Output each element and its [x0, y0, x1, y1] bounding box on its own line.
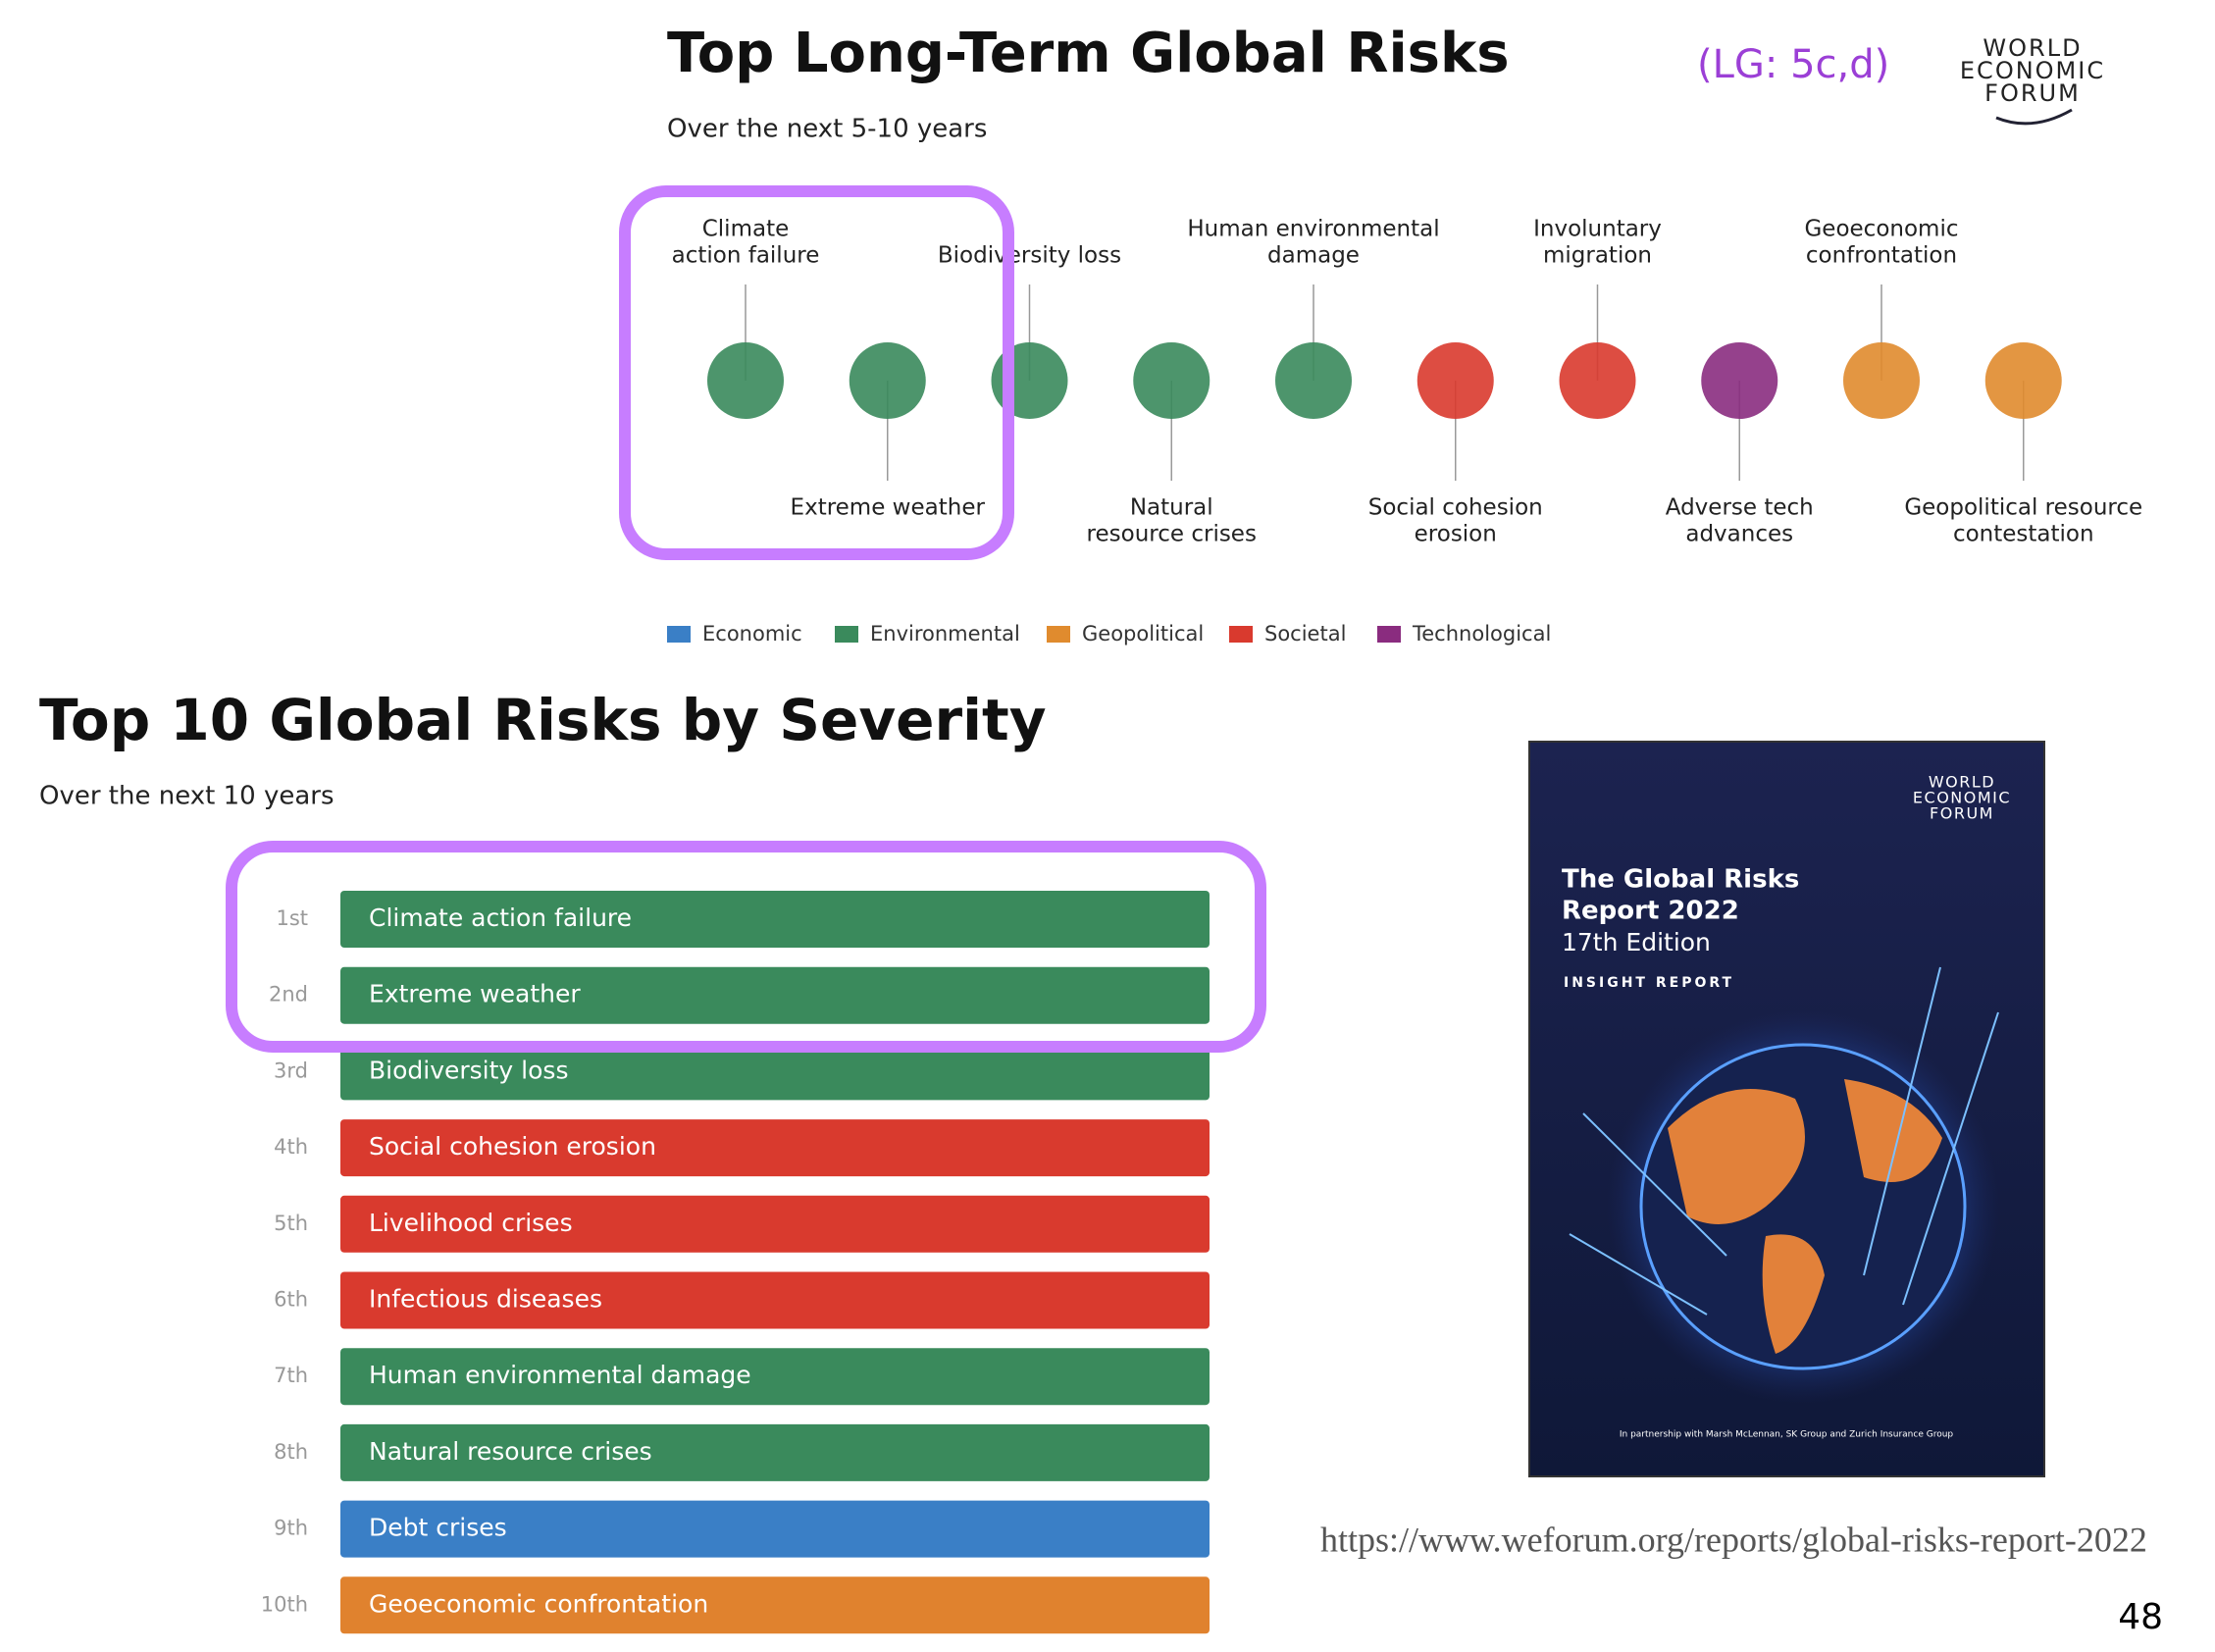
risk-dot [1559, 342, 1636, 419]
risk-bar-label: Infectious diseases [369, 1285, 602, 1314]
highlight-box [619, 185, 1014, 560]
rank: 9th [274, 1517, 308, 1540]
risk-bar-label: Natural resource crises [369, 1437, 652, 1466]
risk-bar [340, 1576, 1210, 1634]
page-number: 48 [2118, 1597, 2163, 1637]
logo-line: ECONOMIC [1913, 789, 2011, 807]
risk-label: migration [1543, 243, 1652, 269]
risk-label: Adverse tech [1666, 495, 1814, 521]
risk-label: resource crises [1087, 522, 1257, 547]
subtitle: Over the next 5-10 years [667, 115, 987, 144]
rank: 3rd [274, 1058, 308, 1082]
logo-line: FORUM [1930, 804, 1994, 823]
title: Top 10 Global Risks by Severity [39, 687, 1047, 753]
risk-label: Climate [702, 217, 790, 242]
legend-swatch [667, 626, 691, 643]
risk-dot [1701, 342, 1778, 419]
cover-title: Report 2022 [1562, 897, 1739, 926]
risk-bar [340, 1195, 1210, 1253]
legend-label: Societal [1264, 622, 1346, 645]
cover-title: The Global Risks [1562, 865, 1799, 895]
risk-bar-label: Livelihood crises [369, 1209, 573, 1237]
risk-label: action failure [672, 243, 820, 269]
rank: 4th [274, 1135, 308, 1159]
risk-bar-label: Geoeconomic confrontation [369, 1589, 708, 1618]
risk-dot [707, 342, 784, 419]
rank: 7th [274, 1364, 308, 1387]
logo-line: ECONOMIC [1960, 57, 2105, 84]
cover-kind: INSIGHT REPORT [1564, 975, 1734, 991]
cover-edition: 17th Edition [1562, 928, 1711, 956]
risk-label: Human environmental [1187, 217, 1439, 242]
rank: 10th [261, 1592, 308, 1616]
risk-bar [340, 1271, 1210, 1329]
risk-dot [1984, 342, 2062, 419]
network-lines [1569, 966, 1999, 1316]
risk-label: Biodiversity loss [938, 243, 1121, 269]
legend-label: Environmental [870, 622, 1020, 645]
legend-swatch [1377, 626, 1401, 643]
risk-dot [849, 342, 926, 419]
rank: 5th [274, 1212, 308, 1235]
risk-bar [340, 891, 1210, 948]
risk-bar [340, 1043, 1210, 1101]
risk-bar-label: Debt crises [369, 1514, 507, 1542]
risk-bar [340, 1119, 1210, 1177]
rank: 2nd [269, 983, 308, 1007]
report-cover: WORLD ECONOMIC FORUM The Global Risks Re… [1528, 741, 2045, 1477]
highlight-box [226, 841, 1266, 1053]
risk-bar [340, 1423, 1210, 1481]
url[interactable]: https://www.weforum.org/reports/global-r… [1320, 1520, 2147, 1559]
risk-bar [340, 1348, 1210, 1406]
legend-swatch [1047, 626, 1070, 643]
cover-partners: In partnership with Marsh McLennan, SK G… [1620, 1430, 1954, 1440]
logo-line: FORUM [1984, 79, 2081, 107]
risk-label: damage [1267, 243, 1360, 269]
title: Top Long-Term Global Risks [667, 22, 1510, 85]
risk-label: Natural [1130, 495, 1213, 521]
risk-bar-label: Human environmental damage [369, 1361, 751, 1389]
logo-arc [1995, 108, 2073, 126]
rank: 1st [276, 906, 308, 930]
wef-logo: WORLD ECONOMIC FORUM [1960, 34, 2105, 126]
risk-label: Social cohesion [1368, 495, 1543, 521]
risk-label: confrontation [1806, 243, 1957, 269]
legend-label: Technological [1412, 622, 1551, 645]
risk-label: Extreme weather [791, 495, 986, 521]
risk-bar-label: Extreme weather [369, 980, 581, 1008]
severity-list: 1st Climate action failure 2nd Extreme weat… [261, 891, 1210, 1634]
risk-label: Involuntary [1533, 217, 1662, 242]
subtitle: Over the next 10 years [39, 782, 335, 811]
continents [1668, 1079, 1942, 1354]
risk-label: erosion [1415, 522, 1497, 547]
legend-label: Economic [702, 622, 802, 645]
legend-label: Geopolitical [1082, 622, 1204, 645]
risk-bar [340, 966, 1210, 1024]
risk-bar-label: Social cohesion erosion [369, 1132, 656, 1161]
tag: (LG: 5c,d) [1697, 42, 1889, 87]
risk-label: Geoeconomic [1804, 217, 1958, 242]
risk-dot [1417, 342, 1494, 419]
risk-label: advances [1685, 522, 1793, 547]
legend-swatch [835, 626, 858, 643]
risk-bar-label: Climate action failure [369, 903, 632, 932]
rank: 8th [274, 1440, 308, 1464]
risk-dot [1133, 342, 1211, 419]
risk-bar [340, 1500, 1210, 1558]
risk-dot [1843, 342, 1920, 419]
logo-line: WORLD [1929, 773, 1995, 792]
logo-line: WORLD [1983, 34, 2082, 62]
risk-label: contestation [1953, 522, 2094, 547]
risk-label: Geopolitical resource [1904, 495, 2142, 521]
legend-swatch [1229, 626, 1253, 643]
risk-bar-label: Biodiversity loss [369, 1056, 568, 1084]
legend: Economic Environmental Geopolitical Societa… [667, 622, 1551, 645]
rank: 6th [274, 1288, 308, 1312]
risk-dot [1275, 342, 1352, 419]
